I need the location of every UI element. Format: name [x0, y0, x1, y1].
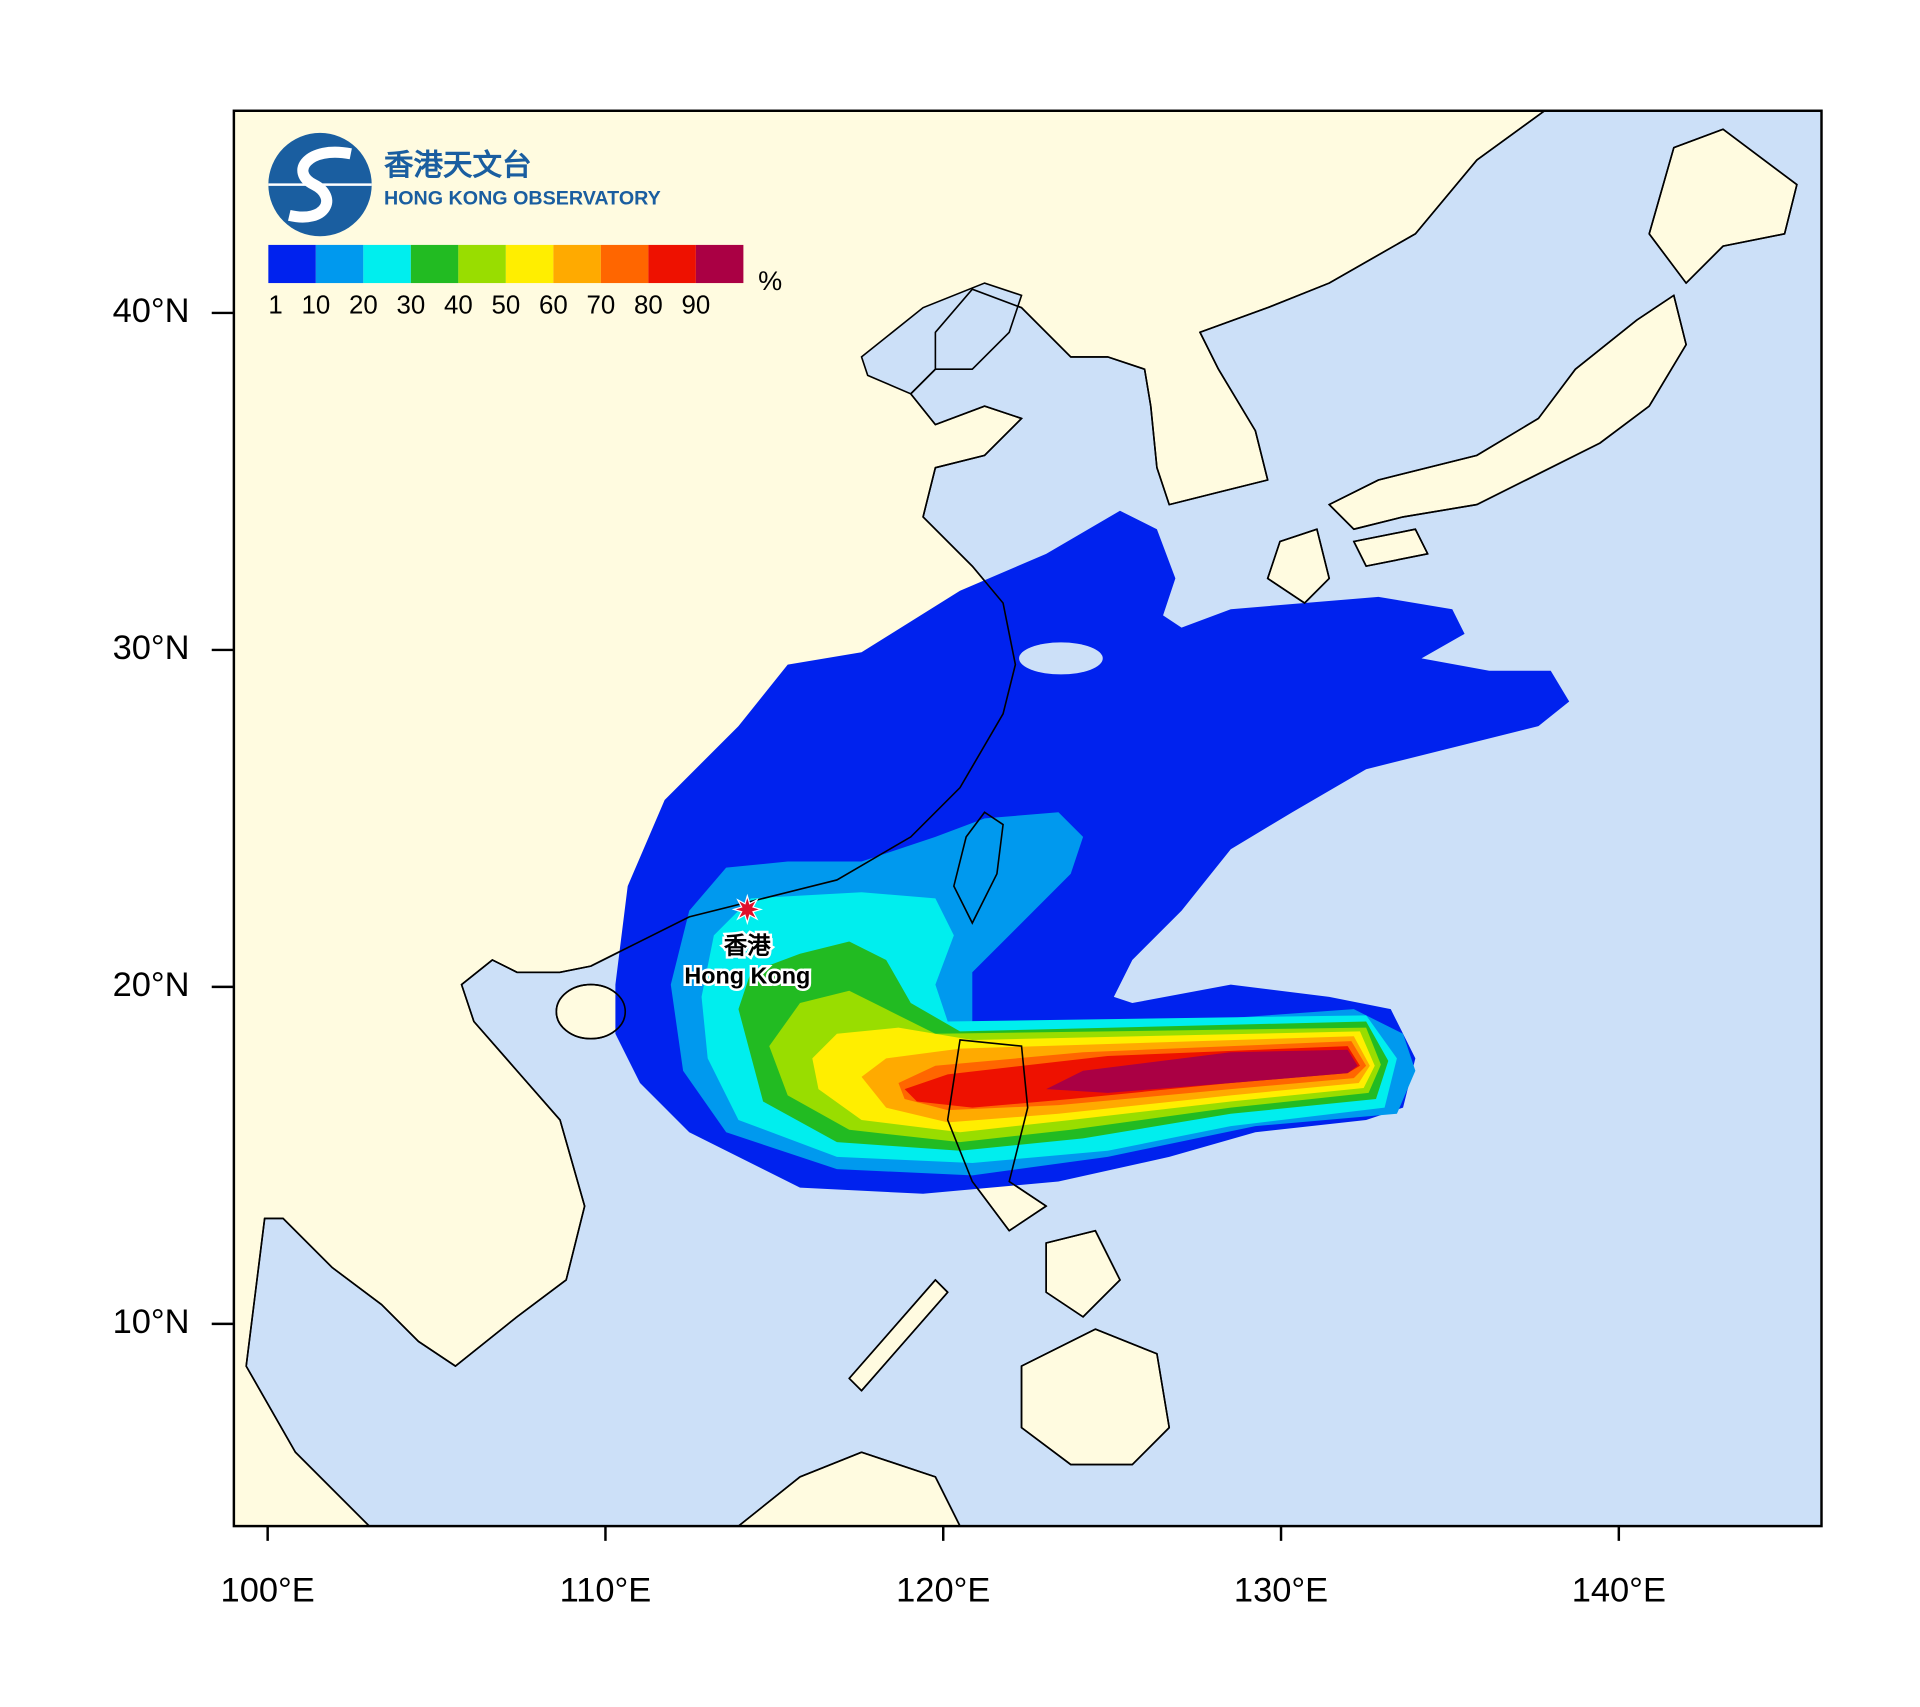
- legend-swatch: [315, 244, 364, 284]
- coastline: [848, 1278, 949, 1392]
- location-label-en: Hong Kong: [684, 962, 810, 988]
- legend-swatch: [695, 244, 744, 284]
- y-tick-label: 10°N: [113, 1303, 190, 1341]
- legend-swatch: [410, 244, 459, 284]
- legend-swatch: [600, 244, 649, 284]
- legend-swatch: [458, 244, 506, 284]
- legend-label: 40: [444, 291, 473, 319]
- coastline: [1020, 1328, 1171, 1466]
- probability-contours: [233, 110, 1798, 1527]
- logo-name-en: HONG KONG OBSERVATORY: [384, 188, 661, 210]
- x-tick-label: 130°E: [1234, 1572, 1328, 1610]
- legend-label: 90: [682, 291, 711, 319]
- x-tick-label: 120°E: [896, 1572, 990, 1610]
- y-tick-label: 30°N: [113, 629, 190, 667]
- legend-swatch: [648, 244, 696, 284]
- legend-label: 80: [634, 291, 663, 319]
- coastline: [1045, 1229, 1121, 1318]
- contour-hole: [1019, 642, 1103, 675]
- legend-label: 70: [587, 291, 616, 319]
- legend-swatch: [505, 244, 554, 284]
- bohai-sea: [860, 282, 1023, 395]
- coastline: [1266, 528, 1331, 605]
- legend-label: 60: [539, 291, 568, 319]
- y-tick-label: 20°N: [113, 966, 190, 1004]
- logo: 香港天文台 HONG KONG OBSERVATORY: [268, 132, 661, 237]
- coastline: [555, 983, 627, 1040]
- legend-swatch: [553, 244, 601, 284]
- legend-label: 10: [301, 291, 330, 319]
- coastline: [1648, 128, 1798, 285]
- coastline: [1352, 528, 1429, 568]
- coastline: [946, 1039, 1048, 1232]
- legend-label: 20: [349, 291, 378, 319]
- legend-swatch: [268, 244, 316, 284]
- coastline: [737, 1451, 961, 1527]
- legend-label: 1: [268, 291, 282, 319]
- location-marker: [731, 893, 764, 926]
- coastline: [233, 110, 1546, 1527]
- logo-name-zh: 香港天文台: [384, 148, 532, 182]
- x-tick-label: 110°E: [560, 1572, 652, 1610]
- map-frame: [232, 109, 1823, 1528]
- location-label-zh: 香港: [724, 933, 771, 959]
- legend-unit: %: [758, 265, 782, 296]
- coastline: [952, 811, 1004, 925]
- legend-swatch: [363, 244, 411, 284]
- y-tick-label: 40°N: [113, 292, 190, 330]
- legend-label: 30: [396, 291, 425, 319]
- legend-label: 50: [491, 291, 520, 319]
- x-tick-label: 100°E: [221, 1572, 315, 1610]
- probability-area: [1046, 1049, 1358, 1093]
- x-tick-label: 140°E: [1572, 1572, 1666, 1610]
- coastline: [1327, 294, 1687, 531]
